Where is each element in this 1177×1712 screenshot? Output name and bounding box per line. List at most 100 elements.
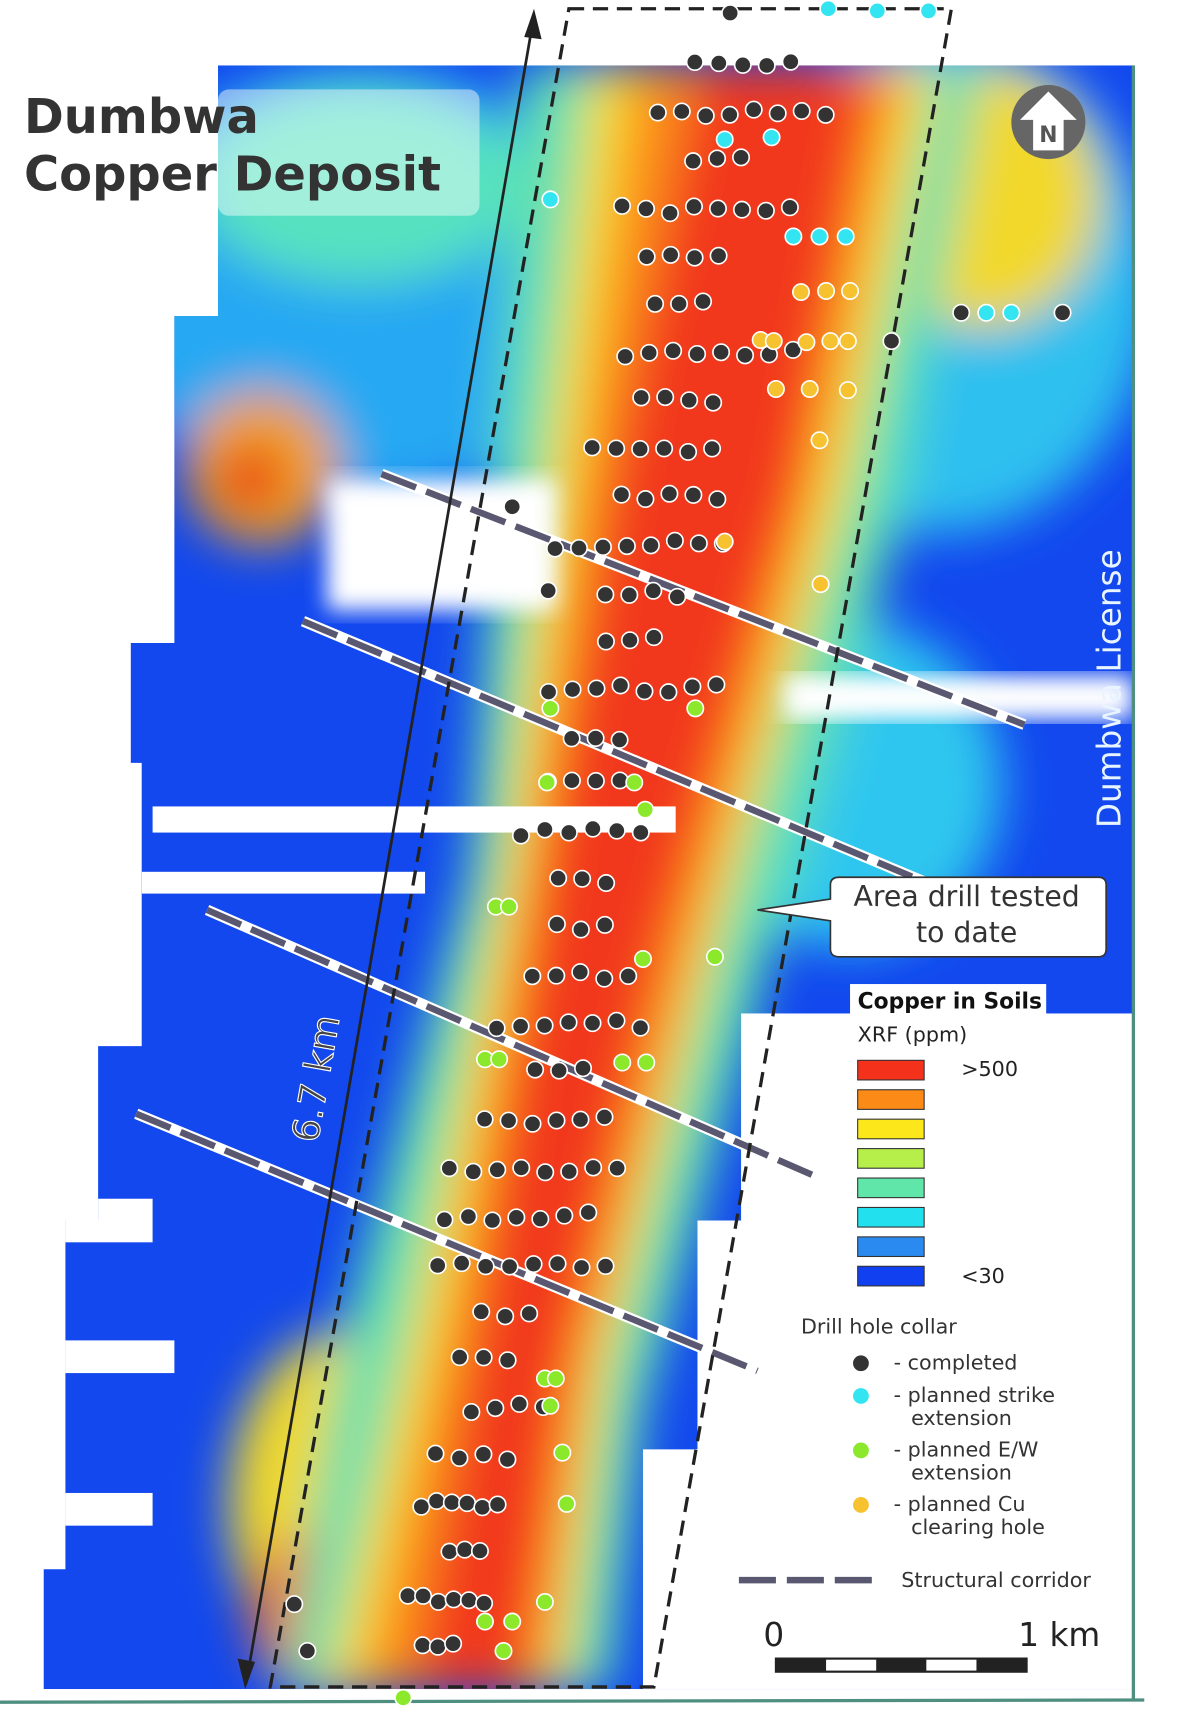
drill-collar xyxy=(571,1110,590,1129)
collar-label: - completed xyxy=(894,1350,1018,1374)
border xyxy=(0,1698,1145,1704)
drill-collar xyxy=(526,1060,545,1079)
drill-collar xyxy=(549,869,568,888)
drill-collar xyxy=(474,1348,493,1367)
drill-collar xyxy=(631,1018,650,1037)
drill-collar xyxy=(736,346,755,365)
drill-collar xyxy=(595,1107,614,1126)
drill-collar xyxy=(608,1159,627,1178)
drill-collar xyxy=(470,1541,489,1560)
drill-collar xyxy=(665,531,684,550)
drill-collar xyxy=(426,1444,445,1463)
drill-collar xyxy=(520,1304,539,1323)
drill-collar xyxy=(816,105,835,124)
drill-collars xyxy=(285,0,1072,1707)
drill-collar xyxy=(596,1257,615,1276)
drill-collar xyxy=(707,675,726,694)
drill-collar xyxy=(744,100,763,119)
collar-swatch xyxy=(851,1386,871,1406)
drill-collar xyxy=(473,1498,492,1517)
drill-collar xyxy=(595,915,614,934)
drill-collar xyxy=(655,439,674,458)
drill-collar xyxy=(620,631,639,650)
drill-collar xyxy=(452,1254,471,1273)
drill-collar xyxy=(587,679,606,698)
drill-collar xyxy=(659,683,678,702)
drill-collar xyxy=(562,771,581,790)
drill-collar xyxy=(613,1053,632,1072)
drill-collar xyxy=(574,1059,593,1078)
drill-collar xyxy=(557,1494,576,1513)
drill-collar xyxy=(511,826,530,845)
drill-collar xyxy=(546,539,564,558)
drill-collar xyxy=(429,1592,448,1611)
drill-collar xyxy=(838,332,857,351)
drill-collar xyxy=(285,1595,304,1614)
drill-collar xyxy=(635,682,654,701)
drill-collar xyxy=(488,1160,507,1179)
drill-collar xyxy=(595,969,614,988)
collar-swatch xyxy=(851,1440,871,1460)
drill-collar xyxy=(596,632,615,651)
drill-collar xyxy=(503,497,522,516)
drill-collar xyxy=(708,149,727,168)
drill-collar xyxy=(496,1307,515,1326)
drill-collar xyxy=(571,963,590,982)
drill-collar xyxy=(472,1302,491,1321)
drill-collar xyxy=(444,1590,463,1609)
drill-collar xyxy=(631,823,650,842)
drill-collar xyxy=(1053,303,1072,322)
collar-label: clearing hole xyxy=(911,1515,1045,1539)
collar-label: - planned E/W xyxy=(894,1437,1039,1461)
drill-collar xyxy=(610,730,629,749)
ramp-swatch xyxy=(857,1148,925,1169)
drill-collar xyxy=(732,200,751,219)
drill-collar xyxy=(715,130,734,149)
scale-label: 1 km xyxy=(1018,1616,1100,1654)
length-arrow xyxy=(237,8,542,1690)
drill-collar xyxy=(632,388,651,407)
drill-collar xyxy=(412,1497,431,1516)
drill-collar xyxy=(500,1257,519,1276)
drill-collar xyxy=(548,1254,567,1273)
drill-collar xyxy=(464,1162,483,1181)
drill-collar xyxy=(442,1493,461,1512)
drill-collar xyxy=(562,729,581,748)
drill-collar xyxy=(640,343,659,362)
drill-collar xyxy=(569,539,588,558)
drill-collar xyxy=(428,1637,447,1656)
drill-collar xyxy=(720,105,739,124)
ramp-swatch xyxy=(857,1236,925,1258)
drill-collar xyxy=(689,534,708,553)
drill-collar xyxy=(952,303,971,322)
drill-collar xyxy=(757,56,776,75)
drill-collar xyxy=(762,128,781,147)
drill-collar xyxy=(781,52,800,71)
drill-collar xyxy=(838,381,857,400)
ramp-label: <30 xyxy=(961,1264,1005,1288)
drill-collar xyxy=(427,1492,446,1511)
drill-collar xyxy=(512,1158,531,1177)
callout: Area drill tested to date xyxy=(757,876,1107,958)
drill-collar xyxy=(444,1634,463,1653)
collar-label: - planned Cu xyxy=(894,1492,1026,1516)
drill-collar xyxy=(661,245,680,264)
drill-collar xyxy=(531,1210,550,1229)
drill-collar xyxy=(836,227,855,246)
drill-collar xyxy=(841,281,860,300)
drill-collar xyxy=(637,199,656,218)
drill-collar xyxy=(523,1114,542,1133)
drill-collar xyxy=(440,1159,459,1178)
drill-collar xyxy=(507,1208,526,1227)
drill-collar xyxy=(559,823,578,842)
ramp-swatch xyxy=(857,1118,925,1140)
drill-collar xyxy=(475,1612,494,1631)
drill-collar xyxy=(413,1636,432,1655)
drill-collar xyxy=(732,148,751,167)
drill-collar xyxy=(688,344,707,363)
drill-collar xyxy=(613,196,632,215)
drill-collar xyxy=(817,281,836,300)
drill-collar xyxy=(459,1207,478,1226)
drill-collar xyxy=(631,439,650,458)
